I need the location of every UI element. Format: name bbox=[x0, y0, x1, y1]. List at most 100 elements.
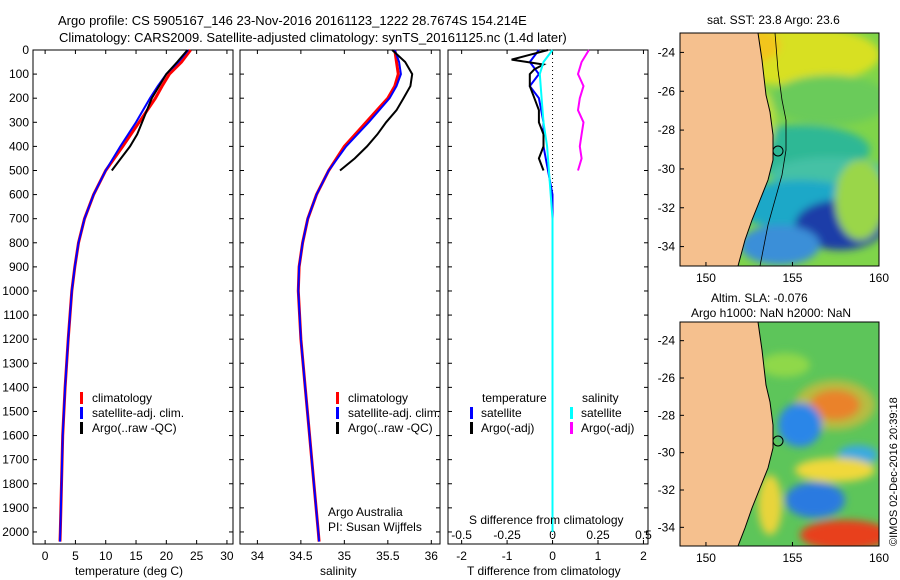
series-line-salinity-satellite bbox=[538, 49, 554, 532]
depth-tick-label: 500 bbox=[9, 163, 29, 177]
difference-legend-salinity: salinity satellite Argo(-adj) bbox=[570, 391, 634, 436]
legend-item-satellite: satellite-adj. clim. bbox=[80, 406, 184, 421]
legend-item-satellite: satellite bbox=[470, 406, 547, 421]
salinity-xlabel: salinity bbox=[320, 564, 357, 578]
depth-tick-label: 1800 bbox=[2, 477, 29, 491]
depth-tick-label: 1100 bbox=[3, 308, 29, 322]
map-sla bbox=[680, 322, 879, 546]
map-y-tick-label: -34 bbox=[658, 240, 676, 254]
map-y-tick-label: -30 bbox=[658, 162, 676, 176]
x-tick-label: 34 bbox=[251, 549, 265, 563]
x-tick-label: 20 bbox=[160, 549, 174, 563]
depth-tick-label: 1200 bbox=[2, 332, 29, 346]
salinity-marks: 34 34.5 35 35.5 36 bbox=[251, 49, 438, 563]
argo-australia-label: Argo Australia bbox=[328, 505, 403, 519]
depth-tick-label: 1300 bbox=[2, 356, 29, 370]
s-tick-label: -0.5 bbox=[451, 528, 472, 542]
map-y-tick-label: -30 bbox=[658, 446, 676, 460]
series-line-argo-raw-qc- bbox=[111, 49, 189, 172]
legend-label: Argo(-adj) bbox=[481, 421, 535, 435]
depth-tick-label: 300 bbox=[9, 115, 29, 129]
map-x-tick-label: 160 bbox=[869, 551, 889, 565]
x-tick-label: 30 bbox=[220, 549, 234, 563]
legend-swatch-satellite bbox=[570, 407, 573, 419]
legend-item-argo: Argo(..raw -QC) bbox=[336, 421, 440, 436]
x-tick-label: 5 bbox=[72, 549, 79, 563]
s-difference-label: S difference from climatology bbox=[469, 513, 624, 527]
depth-tick-label: 200 bbox=[9, 91, 29, 105]
map-sst-axes: 150 155 160 -24 -26 -28 -30 -32 -34 bbox=[658, 45, 890, 285]
x-tick-label: 2 bbox=[640, 549, 647, 563]
legend-heading: salinity bbox=[582, 391, 619, 405]
legend-swatch-climatology bbox=[336, 392, 339, 404]
difference-legend-temperature: temperature satellite Argo(-adj) bbox=[470, 391, 547, 436]
x-tick-label: 35 bbox=[338, 549, 352, 563]
map-x-tick-label: 160 bbox=[869, 271, 889, 285]
map-y-tick-label: -28 bbox=[658, 408, 676, 422]
header-line-1: Argo profile: CS 5905167_146 23-Nov-2016… bbox=[58, 13, 527, 28]
salinity-plot-area bbox=[239, 49, 441, 545]
legend-swatch-argo bbox=[336, 422, 339, 434]
depth-tick-label: 400 bbox=[9, 139, 29, 153]
legend-swatch-satellite bbox=[470, 407, 473, 419]
x-tick-label: 0 bbox=[42, 549, 49, 563]
legend-swatch-climatology bbox=[80, 392, 83, 404]
map-sla-axes: 150 155 160 -24 -26 -28 -30 -32 -34 bbox=[658, 334, 890, 565]
legend-swatch-argo bbox=[470, 422, 473, 434]
header-line-2: Climatology: CARS2009. Satellite-adjuste… bbox=[59, 30, 567, 45]
depth-tick-label: 700 bbox=[9, 212, 29, 226]
s-tick-label: -0.25 bbox=[493, 528, 521, 542]
difference-xlabel: T difference from climatology bbox=[467, 564, 621, 578]
depth-tick-label: 1400 bbox=[2, 380, 29, 394]
series-line-satellite-adj-clim- bbox=[59, 49, 189, 542]
legend-item-argo: Argo(..raw -QC) bbox=[80, 421, 184, 436]
map-x-tick-label: 150 bbox=[696, 551, 716, 565]
depth-tick-label: 600 bbox=[9, 188, 29, 202]
salinity-legend: climatology satellite-adj. clim. Argo(..… bbox=[336, 391, 440, 436]
legend-item-climatology: climatology bbox=[336, 391, 440, 406]
depth-tick-label: 0 bbox=[22, 43, 29, 57]
legend-item-climatology: climatology bbox=[80, 391, 184, 406]
series-line-argo-raw-qc- bbox=[339, 49, 414, 172]
map-y-tick-label: -24 bbox=[658, 334, 676, 348]
map-y-tick-label: -26 bbox=[658, 371, 676, 385]
depth-tick-label: 1600 bbox=[2, 429, 29, 443]
legend-label: satellite-adj. clim. bbox=[348, 406, 441, 420]
temperature-marks: 0 5 10 15 20 25 30 bbox=[42, 49, 234, 563]
map-x-tick-label: 150 bbox=[696, 271, 716, 285]
depth-tick-label: 900 bbox=[9, 260, 29, 274]
x-tick-label: 34.5 bbox=[289, 549, 313, 563]
map-sst-title: sat. SST: 23.8 Argo: 23.6 bbox=[707, 13, 840, 27]
x-tick-label: 25 bbox=[190, 549, 204, 563]
legend-swatch-satellite bbox=[336, 407, 339, 419]
depth-tick-label: 2000 bbox=[2, 525, 29, 539]
depth-tick-label: 1700 bbox=[2, 453, 29, 467]
x-tick-label: -2 bbox=[456, 549, 467, 563]
legend-label: climatology bbox=[92, 391, 153, 405]
map-y-tick-label: -34 bbox=[658, 520, 676, 534]
legend-item-satellite: satellite bbox=[570, 406, 634, 421]
difference-marks: -2 -1 0 1 2-0.5 -0.25 0 0.25 0.5 bbox=[451, 49, 652, 563]
legend-label: satellite-adj. clim. bbox=[92, 406, 185, 420]
depth-axis-ticks: 0 100 200 300 400 500 600 700 800 900 1000 1100 1200… bbox=[2, 43, 648, 539]
map-sla-title-2: Argo h1000: NaN h2000: NaN bbox=[691, 306, 852, 320]
legend-swatch-satellite bbox=[80, 407, 83, 419]
legend-heading: temperature bbox=[482, 391, 547, 405]
legend-item-argo: Argo(-adj) bbox=[470, 421, 547, 436]
map-x-tick-label: 155 bbox=[782, 271, 802, 285]
map-y-tick-label: -24 bbox=[658, 45, 676, 59]
x-tick-label: 35.5 bbox=[376, 549, 400, 563]
map-sla-title-1: Altim. SLA: -0.076 bbox=[711, 291, 808, 305]
legend-label: satellite bbox=[481, 406, 522, 420]
x-tick-label: -1 bbox=[502, 549, 513, 563]
x-tick-label: 10 bbox=[99, 549, 113, 563]
series-line-satellite-adj-clim- bbox=[297, 49, 402, 542]
map-y-tick-label: -32 bbox=[658, 483, 676, 497]
series-line-salinity-argo-adj- bbox=[576, 49, 590, 171]
x-tick-label: 1 bbox=[595, 549, 602, 563]
legend-label: Argo(-adj) bbox=[581, 421, 635, 435]
legend-swatch-argo bbox=[80, 422, 83, 434]
legend-item-satellite: satellite-adj. clim. bbox=[336, 406, 440, 421]
